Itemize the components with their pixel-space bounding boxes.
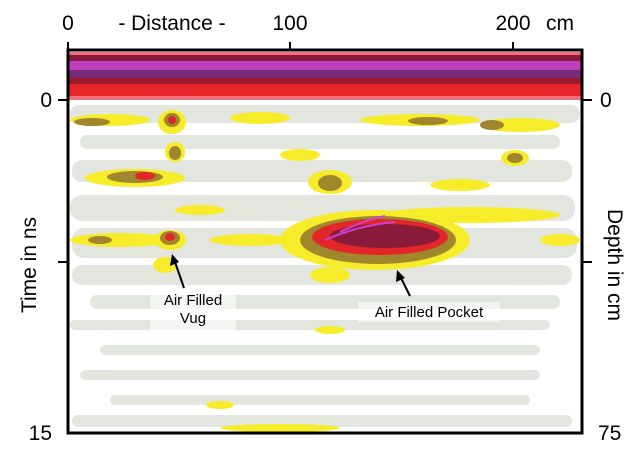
x-axis-title: - Distance -	[118, 12, 225, 35]
y2-tick-label: 75	[598, 422, 621, 445]
x-tick-label: 100	[272, 12, 307, 35]
y-tick-label: 15	[29, 422, 52, 445]
annotation-text: Air Filled Pocket	[375, 304, 484, 321]
tick-marks	[58, 42, 592, 263]
plot-frame	[66, 48, 584, 435]
annotation-pocket: Air Filled Pocket	[358, 270, 500, 322]
x-tick-label: 200	[495, 12, 530, 35]
annotation-text: Air Filled	[164, 292, 222, 309]
x-tick-label: 0	[62, 12, 74, 35]
y-axis-title: Time in ns	[18, 217, 41, 313]
y2-tick-label: 0	[600, 89, 612, 112]
x-axis-unit: cm	[546, 12, 574, 35]
y-tick-label: 0	[40, 89, 52, 112]
annotation-vug: Air Filled Vug	[150, 254, 236, 330]
radar-field	[68, 52, 582, 432]
y2-axis-title: Depth in cm	[603, 209, 626, 321]
annotation-text: Vug	[180, 310, 206, 327]
